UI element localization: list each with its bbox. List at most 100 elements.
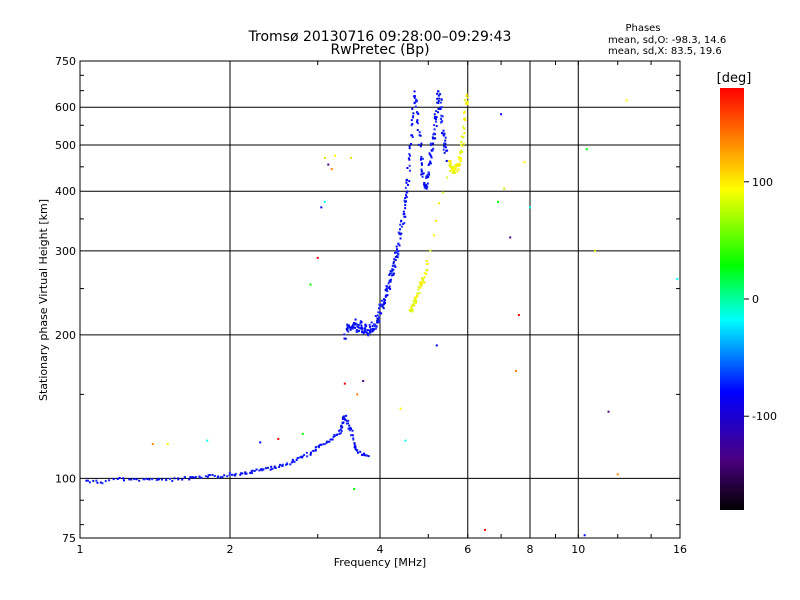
data-point	[423, 185, 426, 188]
data-point	[460, 141, 463, 144]
data-point	[413, 96, 416, 99]
data-point	[417, 143, 420, 146]
data-point	[410, 308, 413, 311]
colorbar-tick-label: -100	[752, 410, 777, 423]
data-point	[160, 478, 163, 481]
data-point	[402, 210, 405, 213]
data-point	[374, 325, 377, 328]
data-point	[344, 337, 347, 340]
data-point	[381, 303, 384, 306]
data-point	[433, 117, 436, 120]
data-point	[435, 116, 438, 119]
data-point	[230, 473, 233, 476]
data-point	[463, 110, 466, 113]
data-point	[408, 309, 411, 312]
data-point	[384, 288, 387, 291]
data-point	[445, 159, 448, 162]
data-point	[456, 170, 459, 173]
data-point	[348, 429, 351, 432]
data-point	[343, 417, 346, 420]
data-point	[437, 202, 440, 205]
data-point	[616, 473, 619, 476]
y-tick-label: 500	[55, 139, 76, 152]
data-point	[503, 187, 506, 190]
data-point	[399, 407, 402, 410]
data-point	[418, 131, 421, 134]
data-point	[355, 330, 358, 333]
data-point	[346, 323, 349, 326]
data-point	[399, 237, 402, 240]
data-point	[148, 478, 151, 481]
data-point	[410, 134, 413, 137]
data-point	[400, 219, 403, 222]
data-point	[421, 277, 424, 280]
data-point	[585, 148, 588, 151]
data-point	[370, 321, 373, 324]
data-point	[290, 461, 293, 464]
data-point	[400, 232, 403, 235]
data-point	[122, 479, 125, 482]
data-point	[434, 118, 437, 121]
data-point	[443, 142, 446, 145]
data-point	[261, 469, 264, 472]
data-point	[407, 157, 410, 160]
data-point	[440, 114, 443, 117]
data-point	[419, 145, 422, 148]
data-point	[410, 305, 413, 308]
data-point	[423, 182, 426, 185]
data-point	[349, 426, 352, 429]
colorbar-ticks: 100 0 -100	[744, 176, 777, 423]
data-point	[419, 134, 422, 137]
data-point	[122, 477, 125, 480]
data-point	[437, 111, 440, 114]
data-point	[394, 256, 397, 259]
data-point	[85, 479, 88, 482]
data-point	[408, 153, 411, 156]
y-tick-label: 200	[55, 329, 76, 342]
data-point	[239, 473, 242, 476]
data-point	[419, 281, 422, 284]
data-point	[396, 254, 399, 257]
data-point	[360, 321, 363, 324]
x-tick-label: 2	[227, 543, 234, 556]
data-point	[353, 443, 356, 446]
data-point	[458, 162, 461, 165]
colorbar-label: [deg]	[717, 71, 752, 86]
data-point	[357, 324, 360, 327]
data-point	[391, 269, 394, 272]
x-tick-label: 8	[527, 543, 534, 556]
data-point	[382, 307, 385, 310]
x-axis-label: Frequency [MHz]	[334, 556, 426, 569]
data-point	[433, 128, 436, 131]
data-point	[346, 325, 349, 328]
data-point	[405, 191, 408, 194]
data-point	[466, 103, 469, 106]
data-point	[421, 157, 424, 160]
data-point	[450, 163, 453, 166]
data-point	[418, 134, 421, 137]
data-point	[386, 290, 389, 293]
data-point	[417, 292, 420, 295]
data-point	[405, 178, 408, 181]
data-point	[425, 184, 428, 187]
data-point	[198, 476, 201, 479]
data-point	[138, 479, 141, 482]
data-point	[310, 451, 313, 454]
data-point	[211, 473, 214, 476]
data-point	[448, 163, 451, 166]
data-point	[405, 200, 408, 203]
data-point	[412, 112, 415, 115]
data-point	[301, 432, 304, 435]
data-point	[420, 284, 423, 287]
data-point	[410, 119, 413, 122]
data-point	[453, 171, 456, 174]
data-point	[449, 170, 452, 173]
data-point	[429, 153, 432, 156]
data-point	[454, 165, 457, 168]
data-point	[371, 325, 374, 328]
data-point	[376, 318, 379, 321]
data-point	[428, 173, 431, 176]
data-point	[133, 478, 136, 481]
data-point	[439, 117, 442, 120]
data-point	[315, 445, 318, 448]
